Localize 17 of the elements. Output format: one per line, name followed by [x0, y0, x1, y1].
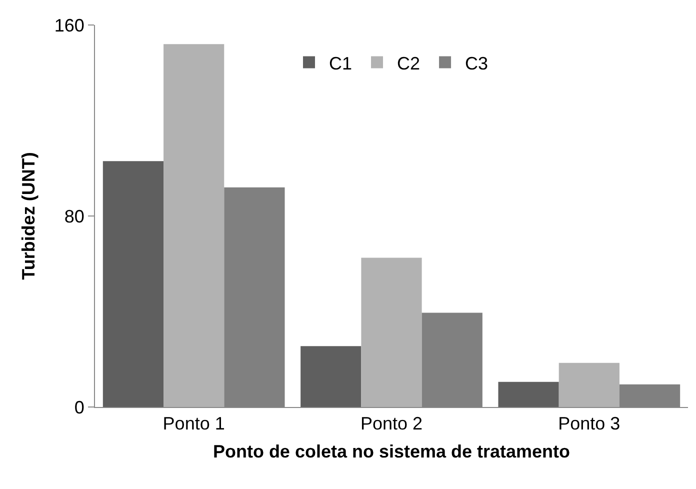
bar — [300, 346, 362, 407]
y-tick-label: 80 — [64, 206, 84, 226]
bar — [361, 258, 422, 407]
x-tick-label: Ponto 2 — [360, 414, 423, 434]
x-axis-title: Ponto de coleta no sistema de tratamento — [212, 442, 570, 462]
legend-label: C1 — [329, 53, 352, 74]
y-axis-title: Turbidez (UNT) — [18, 152, 39, 280]
bar — [102, 161, 164, 407]
legend-label: C2 — [397, 53, 420, 74]
bar — [558, 362, 620, 407]
bar — [498, 382, 559, 407]
y-tick-label: 160 — [54, 15, 84, 36]
bar — [164, 44, 224, 407]
x-tick-label: Ponto 1 — [162, 414, 225, 434]
x-tick-label: Ponto 3 — [558, 414, 620, 434]
legend-label: C3 — [465, 53, 488, 74]
y-tick-label: 0 — [74, 397, 84, 418]
